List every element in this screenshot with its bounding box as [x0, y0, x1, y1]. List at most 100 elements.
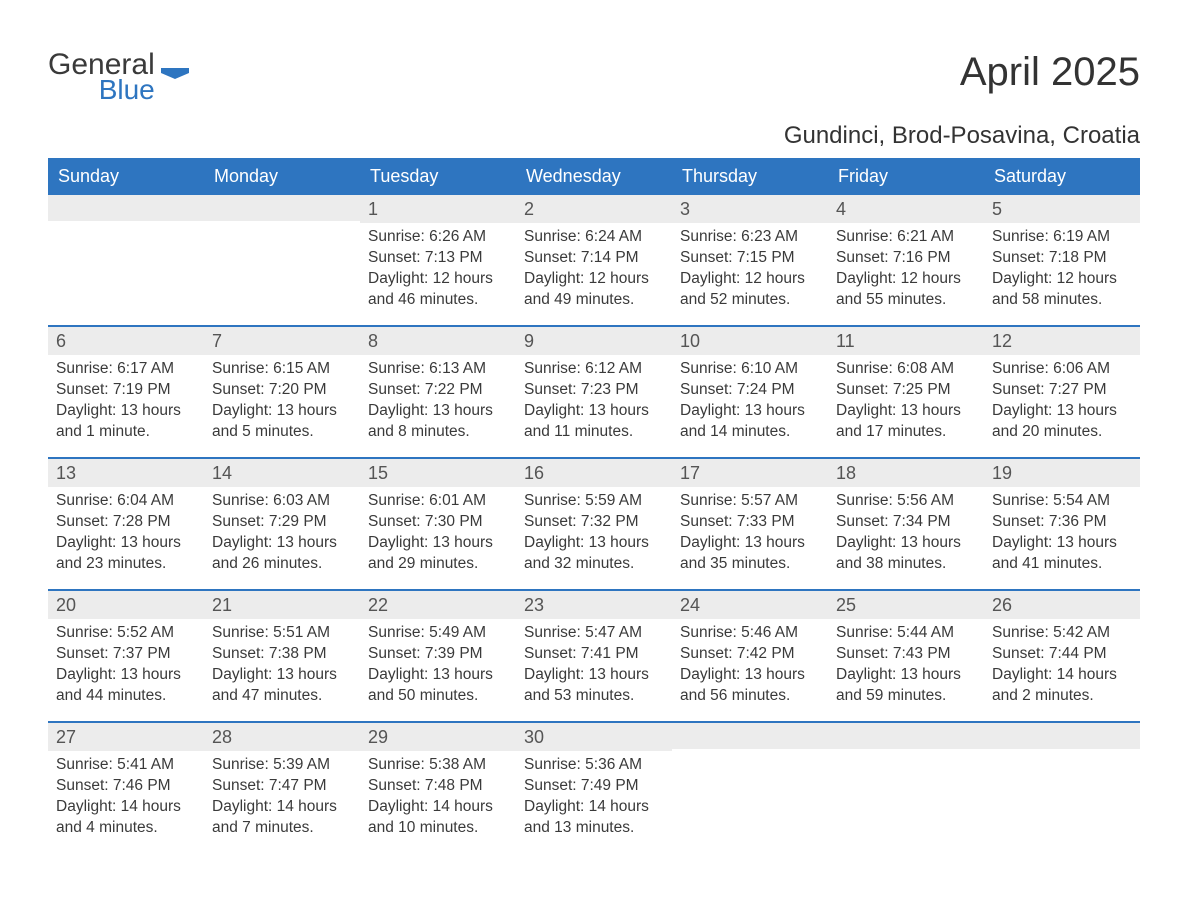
sunrise-text: Sunrise: 5:52 AM	[56, 623, 196, 644]
daylight-text: Daylight: 14 hours and 10 minutes.	[368, 797, 508, 839]
sunrise-text: Sunrise: 6:23 AM	[680, 227, 820, 248]
weekday-label: Friday	[828, 158, 984, 195]
day-number: 25	[828, 591, 984, 619]
day-number: 2	[516, 195, 672, 223]
day-number: 29	[360, 723, 516, 751]
cell-body: Sunrise: 6:19 AMSunset: 7:18 PMDaylight:…	[984, 227, 1140, 311]
daylight-text: Daylight: 13 hours and 20 minutes.	[992, 401, 1132, 443]
sunset-text: Sunset: 7:14 PM	[524, 248, 664, 269]
cell-body: Sunrise: 5:59 AMSunset: 7:32 PMDaylight:…	[516, 491, 672, 575]
sunset-text: Sunset: 7:15 PM	[680, 248, 820, 269]
cell-body: Sunrise: 5:42 AMSunset: 7:44 PMDaylight:…	[984, 623, 1140, 707]
sunrise-text: Sunrise: 6:12 AM	[524, 359, 664, 380]
daylight-text: Daylight: 13 hours and 17 minutes.	[836, 401, 976, 443]
calendar-cell: 25 Sunrise: 5:44 AMSunset: 7:43 PMDayligh…	[828, 591, 984, 721]
calendar: Sunday Monday Tuesday Wednesday Thursday…	[48, 158, 1140, 853]
daylight-text: Daylight: 13 hours and 14 minutes.	[680, 401, 820, 443]
calendar-cell: 10 Sunrise: 6:10 AMSunset: 7:24 PMDayligh…	[672, 327, 828, 457]
sunset-text: Sunset: 7:48 PM	[368, 776, 508, 797]
daylight-text: Daylight: 13 hours and 8 minutes.	[368, 401, 508, 443]
daylight-text: Daylight: 13 hours and 5 minutes.	[212, 401, 352, 443]
daylight-text: Daylight: 14 hours and 4 minutes.	[56, 797, 196, 839]
cell-body: Sunrise: 5:57 AMSunset: 7:33 PMDaylight:…	[672, 491, 828, 575]
day-number: 27	[48, 723, 204, 751]
cell-body: Sunrise: 6:17 AMSunset: 7:19 PMDaylight:…	[48, 359, 204, 443]
day-number: 14	[204, 459, 360, 487]
sunset-text: Sunset: 7:32 PM	[524, 512, 664, 533]
day-number: 24	[672, 591, 828, 619]
cell-body: Sunrise: 5:44 AMSunset: 7:43 PMDaylight:…	[828, 623, 984, 707]
calendar-cell: 12Sunrise: 6:06 AMSunset: 7:27 PMDayligh…	[984, 327, 1140, 457]
sunset-text: Sunset: 7:49 PM	[524, 776, 664, 797]
calendar-cell: 17Sunrise: 5:57 AMSunset: 7:33 PMDayligh…	[672, 459, 828, 589]
day-number: 21	[204, 591, 360, 619]
day-number: 9	[516, 327, 672, 355]
sunrise-text: Sunrise: 5:44 AM	[836, 623, 976, 644]
sunset-text: Sunset: 7:25 PM	[836, 380, 976, 401]
sunrise-text: Sunrise: 6:04 AM	[56, 491, 196, 512]
day-number: 15	[360, 459, 516, 487]
day-number: 10	[672, 327, 828, 355]
daylight-text: Daylight: 13 hours and 41 minutes.	[992, 533, 1132, 575]
page-title: April 2025	[960, 50, 1140, 95]
calendar-cell: 15Sunrise: 6:01 AMSunset: 7:30 PMDayligh…	[360, 459, 516, 589]
cell-body: Sunrise: 5:49 AMSunset: 7:39 PMDaylight:…	[360, 623, 516, 707]
sunset-text: Sunset: 7:37 PM	[56, 644, 196, 665]
day-number	[672, 723, 828, 749]
calendar-cell: 13Sunrise: 6:04 AMSunset: 7:28 PMDayligh…	[48, 459, 204, 589]
day-number	[48, 195, 204, 221]
calendar-week: 13Sunrise: 6:04 AMSunset: 7:28 PMDayligh…	[48, 457, 1140, 589]
calendar-cell: 14 Sunrise: 6:03 AMSunset: 7:29 PMDayligh…	[204, 459, 360, 589]
calendar-cell: 23Sunrise: 5:47 AMSunset: 7:41 PMDayligh…	[516, 591, 672, 721]
cell-body: Sunrise: 6:10 AMSunset: 7:24 PMDaylight:…	[672, 359, 828, 443]
calendar-cell: 27 Sunrise: 5:41 AMSunset: 7:46 PMDayligh…	[48, 723, 204, 853]
day-number: 5	[984, 195, 1140, 223]
sunset-text: Sunset: 7:38 PM	[212, 644, 352, 665]
calendar-cell: 29 Sunrise: 5:38 AMSunset: 7:48 PMDayligh…	[360, 723, 516, 853]
calendar-week: 6 Sunrise: 6:17 AMSunset: 7:19 PMDaylight…	[48, 325, 1140, 457]
cell-body: Sunrise: 6:08 AMSunset: 7:25 PMDaylight:…	[828, 359, 984, 443]
sunrise-text: Sunrise: 6:21 AM	[836, 227, 976, 248]
cell-body: Sunrise: 6:12 AMSunset: 7:23 PMDaylight:…	[516, 359, 672, 443]
day-number: 4	[828, 195, 984, 223]
cell-body: Sunrise: 6:13 AMSunset: 7:22 PMDaylight:…	[360, 359, 516, 443]
day-number: 7	[204, 327, 360, 355]
daylight-text: Daylight: 13 hours and 59 minutes.	[836, 665, 976, 707]
daylight-text: Daylight: 14 hours and 7 minutes.	[212, 797, 352, 839]
weekday-label: Saturday	[984, 158, 1140, 195]
sunrise-text: Sunrise: 6:17 AM	[56, 359, 196, 380]
sunrise-text: Sunrise: 6:03 AM	[212, 491, 352, 512]
daylight-text: Daylight: 13 hours and 32 minutes.	[524, 533, 664, 575]
cell-body: Sunrise: 5:41 AMSunset: 7:46 PMDaylight:…	[48, 755, 204, 839]
location-text: Gundinci, Brod-Posavina, Croatia	[48, 122, 1140, 150]
calendar-week: 20Sunrise: 5:52 AMSunset: 7:37 PMDayligh…	[48, 589, 1140, 721]
daylight-text: Daylight: 13 hours and 50 minutes.	[368, 665, 508, 707]
day-number: 23	[516, 591, 672, 619]
daylight-text: Daylight: 13 hours and 26 minutes.	[212, 533, 352, 575]
sunrise-text: Sunrise: 5:38 AM	[368, 755, 508, 776]
sunset-text: Sunset: 7:24 PM	[680, 380, 820, 401]
calendar-cell	[828, 723, 984, 853]
sunrise-text: Sunrise: 5:57 AM	[680, 491, 820, 512]
calendar-cell: 6 Sunrise: 6:17 AMSunset: 7:19 PMDaylight…	[48, 327, 204, 457]
calendar-cell: 4Sunrise: 6:21 AMSunset: 7:16 PMDaylight…	[828, 195, 984, 325]
sunset-text: Sunset: 7:28 PM	[56, 512, 196, 533]
sunset-text: Sunset: 7:41 PM	[524, 644, 664, 665]
weekday-label: Wednesday	[516, 158, 672, 195]
calendar-cell: 2Sunrise: 6:24 AMSunset: 7:14 PMDaylight…	[516, 195, 672, 325]
day-number	[204, 195, 360, 221]
calendar-cell: 19Sunrise: 5:54 AMSunset: 7:36 PMDayligh…	[984, 459, 1140, 589]
logo: General Blue	[48, 50, 189, 104]
day-number: 8	[360, 327, 516, 355]
sunset-text: Sunset: 7:27 PM	[992, 380, 1132, 401]
sunrise-text: Sunrise: 6:13 AM	[368, 359, 508, 380]
sunrise-text: Sunrise: 5:59 AM	[524, 491, 664, 512]
calendar-cell	[48, 195, 204, 325]
sunrise-text: Sunrise: 5:51 AM	[212, 623, 352, 644]
sunrise-text: Sunrise: 5:54 AM	[992, 491, 1132, 512]
calendar-cell: 16Sunrise: 5:59 AMSunset: 7:32 PMDayligh…	[516, 459, 672, 589]
cell-body: Sunrise: 6:26 AMSunset: 7:13 PMDaylight:…	[360, 227, 516, 311]
day-number: 6	[48, 327, 204, 355]
sunset-text: Sunset: 7:47 PM	[212, 776, 352, 797]
cell-body: Sunrise: 6:03 AMSunset: 7:29 PMDaylight:…	[204, 491, 360, 575]
